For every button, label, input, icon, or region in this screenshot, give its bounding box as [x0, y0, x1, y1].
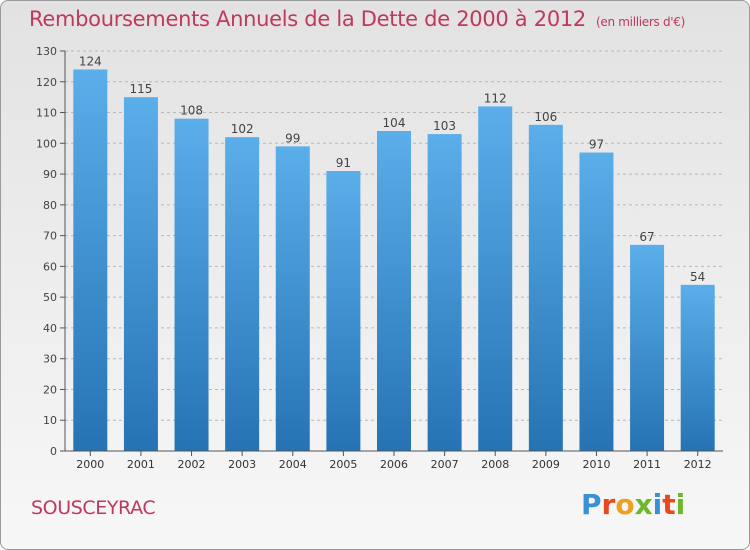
bar — [528, 124, 563, 451]
logo-letter: i — [675, 488, 686, 521]
proxiti-logo: Proxiti — [581, 488, 685, 521]
x-tick-label: 2012 — [684, 458, 712, 471]
data-label: 124 — [79, 54, 102, 68]
logo-letter: i — [652, 488, 663, 521]
bar — [326, 171, 361, 451]
y-tick-label: 30 — [43, 353, 57, 366]
data-label: 91 — [336, 156, 351, 170]
bar — [73, 69, 108, 451]
bar — [478, 106, 513, 451]
data-label: 102 — [231, 122, 254, 136]
data-label: 67 — [639, 230, 654, 244]
chart-title-text: Remboursements Annuels de la Dette de 20… — [29, 7, 586, 31]
x-tick-label: 2004 — [279, 458, 307, 471]
bar — [275, 146, 310, 451]
data-label: 54 — [690, 270, 705, 284]
commune-name: SOUSCEYRAC — [31, 497, 156, 519]
y-tick-label: 80 — [43, 199, 57, 212]
logo-letter: t — [662, 488, 676, 521]
data-label: 104 — [383, 116, 406, 130]
bar — [427, 134, 462, 452]
logo-letter: P — [581, 488, 602, 521]
y-tick-label: 70 — [43, 230, 57, 243]
y-tick-label: 0 — [50, 445, 57, 458]
data-label: 106 — [534, 110, 557, 124]
y-tick-labels: 0 10 20 30 40 50 60 70 80 90 100 110 120 130 — [36, 45, 65, 458]
y-tick-label: 20 — [43, 383, 57, 396]
data-label: 103 — [433, 119, 456, 133]
data-label: 99 — [285, 131, 300, 145]
y-tick-label: 100 — [36, 137, 57, 150]
logo-letter: x — [634, 488, 653, 521]
bar — [579, 152, 614, 452]
y-tick-label: 120 — [36, 76, 57, 89]
x-tick-labels: 2000 2001 2002 2003 2004 2005 2006 2007 2008 2009… — [76, 451, 712, 471]
y-tick-label: 60 — [43, 260, 57, 273]
chart-title: Remboursements Annuels de la Dette de 20… — [29, 7, 685, 31]
x-tick-label: 2008 — [481, 458, 509, 471]
logo-letter: o — [615, 488, 635, 521]
x-tick-label: 2003 — [228, 458, 256, 471]
x-tick-label: 2010 — [582, 458, 610, 471]
bar — [123, 97, 158, 452]
y-tick-label: 50 — [43, 291, 57, 304]
data-label: 112 — [484, 91, 507, 105]
y-tick-label: 40 — [43, 322, 57, 335]
data-label: 97 — [589, 138, 604, 152]
data-label: 108 — [180, 104, 203, 118]
bar — [225, 137, 260, 451]
x-tick-label: 2005 — [329, 458, 357, 471]
y-tick-label: 10 — [43, 414, 57, 427]
bars — [73, 69, 715, 452]
y-tick-label: 90 — [43, 168, 57, 181]
bar — [630, 244, 665, 451]
chart-unit: (en milliers d'€) — [596, 15, 686, 29]
x-tick-label: 2011 — [633, 458, 661, 471]
x-tick-label: 2006 — [380, 458, 408, 471]
x-tick-label: 2009 — [532, 458, 560, 471]
data-labels: 124 115 108 102 99 91 104 103 112 106 97 67 54 — [79, 54, 705, 283]
data-label: 115 — [129, 82, 152, 96]
x-tick-label: 2001 — [127, 458, 155, 471]
x-tick-label: 2000 — [76, 458, 104, 471]
x-tick-label: 2002 — [178, 458, 206, 471]
bar — [174, 118, 209, 451]
bar — [377, 131, 411, 451]
x-tick-label: 2007 — [431, 458, 459, 471]
bar — [680, 284, 715, 451]
logo-letter: r — [601, 488, 616, 521]
y-tick-label: 130 — [36, 45, 57, 58]
y-tick-label: 110 — [36, 107, 57, 120]
